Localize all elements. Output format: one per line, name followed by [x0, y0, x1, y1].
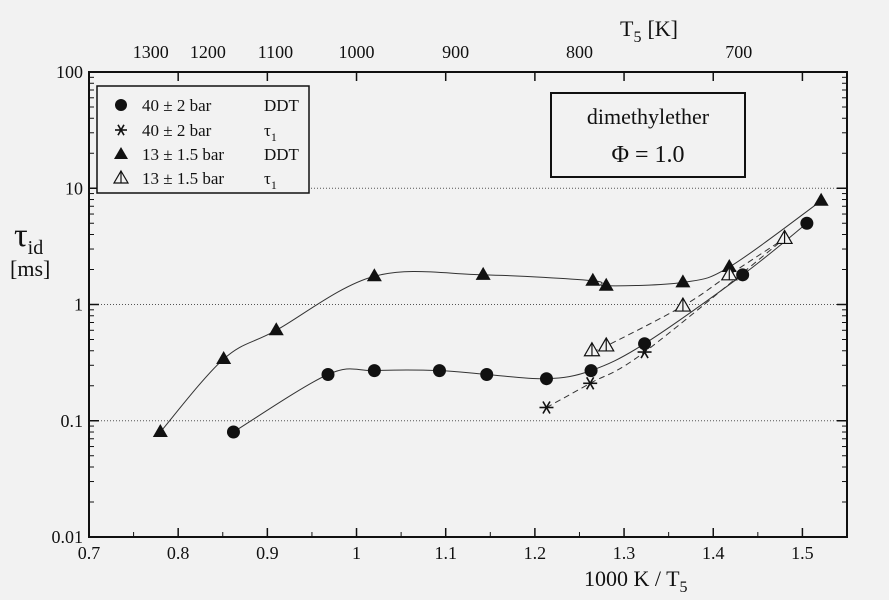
grid-lines: [89, 187, 847, 422]
y-tick-label: 100: [56, 62, 83, 82]
data-point-asterisk: [637, 345, 652, 359]
x-tick-label: 1.3: [613, 543, 636, 563]
y-axis-unit: [ms]: [10, 256, 50, 281]
data-point-circle: [800, 216, 814, 230]
y-axis-label: τid: [14, 217, 43, 259]
data-point-circle: [480, 367, 494, 381]
x-axis-label: 1000 K / T5: [584, 566, 688, 596]
legend-entry-13bar-tau1: 13 ± 1.5 bar τ1: [112, 169, 277, 192]
data-point-asterisk: [539, 401, 554, 414]
top-axis-ticks: 1300 1200 1100 1000 900 800 700: [133, 42, 752, 62]
annotation-phi: Φ = 1.0: [611, 142, 684, 168]
legend-entry-13bar-ddt: 13 ± 1.5 bar DDT: [114, 145, 300, 164]
y-tick-label: 1: [74, 295, 83, 315]
data-point-circle: [321, 367, 335, 381]
data-point-triangle-filled: [585, 272, 601, 286]
data-point-circle: [539, 372, 553, 386]
legend-series-name: 13 ± 1.5 bar: [142, 169, 224, 188]
x-tick-label: 0.9: [256, 543, 279, 563]
data-point-triangle-filled: [366, 268, 382, 282]
data-point-triangle-open: [583, 341, 601, 357]
data-point-asterisk: [583, 376, 598, 390]
legend-entry-40bar-ddt: 40 ± 2 bar DDT: [115, 96, 300, 115]
data-point-circle: [584, 364, 598, 378]
x-tick-label: 1.1: [434, 543, 457, 563]
top-tick-label: 1200: [190, 42, 226, 62]
annotation-box: [550, 92, 746, 178]
data-point-triangle-filled: [813, 192, 829, 206]
data-point-triangle-open: [776, 229, 794, 245]
data-point-circle: [432, 364, 446, 378]
fit-curves: [159, 200, 822, 433]
top-tick-label: 1300: [133, 42, 169, 62]
top-tick-label: 1100: [258, 42, 293, 62]
legend-entry-40bar-tau1: 40 ± 2 bar τ1: [115, 121, 277, 144]
data-point-triangle-filled: [475, 266, 491, 280]
legend-series-name: 13 ± 1.5 bar: [142, 145, 224, 164]
x-tick-label: 1.2: [524, 543, 547, 563]
y-axis-ticks: 0.01 0.1 1 10 100: [52, 62, 847, 547]
legend-triangle-open-icon: [112, 169, 130, 184]
fit-curve-40bar-ddt: [233, 222, 808, 433]
legend-triangle-filled-icon: [114, 147, 128, 159]
legend-series-label: DDT: [264, 96, 300, 115]
data-point-triangle-open: [597, 336, 615, 352]
legend-series-name: 40 ± 2 bar: [142, 121, 212, 140]
legend-circle-icon: [115, 99, 127, 111]
top-tick-label: 800: [566, 42, 593, 62]
top-tick-label: 1000: [339, 42, 375, 62]
x-tick-label: 1: [352, 543, 361, 563]
data-point-circle: [736, 268, 750, 282]
x-tick-label: 0.8: [167, 543, 190, 563]
x-tick-label: 1.5: [791, 543, 814, 563]
x-tick-label: 1.4: [702, 543, 725, 563]
data-point-circle: [226, 425, 240, 439]
fit-curve-40bar-tau1: [546, 238, 785, 408]
legend-series-name: 40 ± 2 bar: [142, 96, 212, 115]
top-tick-label: 900: [442, 42, 469, 62]
legend-series-label: τ1: [264, 121, 277, 144]
x-tick-label: 0.7: [78, 543, 101, 563]
top-tick-label: 700: [725, 42, 752, 62]
data-points: [152, 192, 829, 439]
legend-box: [96, 85, 310, 194]
data-point-triangle-filled: [216, 350, 232, 364]
data-point-triangle-open: [720, 265, 738, 281]
data-point-circle: [367, 364, 381, 378]
legend-asterisk-icon: [115, 124, 127, 136]
data-point-triangle-filled: [268, 322, 284, 336]
legend-series-label: DDT: [264, 145, 300, 164]
data-point-triangle-filled: [152, 424, 168, 438]
data-point-triangle-filled: [675, 274, 691, 288]
y-tick-label: 0.1: [61, 411, 84, 431]
top-axis-label: T5 [K]: [620, 16, 678, 46]
y-tick-label: 10: [65, 178, 83, 198]
annotation-compound: dimethylether: [587, 104, 710, 129]
fit-curve-13bar-tau1: [591, 238, 785, 352]
legend: 40 ± 2 bar DDT 40 ± 2 bar τ1 13 ± 1.5 ba…: [112, 96, 300, 192]
data-point-triangle-open: [674, 296, 692, 312]
data-point-circle: [638, 337, 652, 351]
y-tick-label: 0.01: [52, 527, 84, 547]
x-axis-ticks: 0.7 0.8 0.9 1 1.1 1.2 1.3 1.4 1.5: [78, 72, 814, 563]
fit-curve-13bar-ddt: [159, 200, 822, 433]
data-point-triangle-filled: [598, 277, 614, 291]
legend-series-label: τ1: [264, 169, 277, 192]
data-point-triangle-filled: [721, 259, 737, 273]
